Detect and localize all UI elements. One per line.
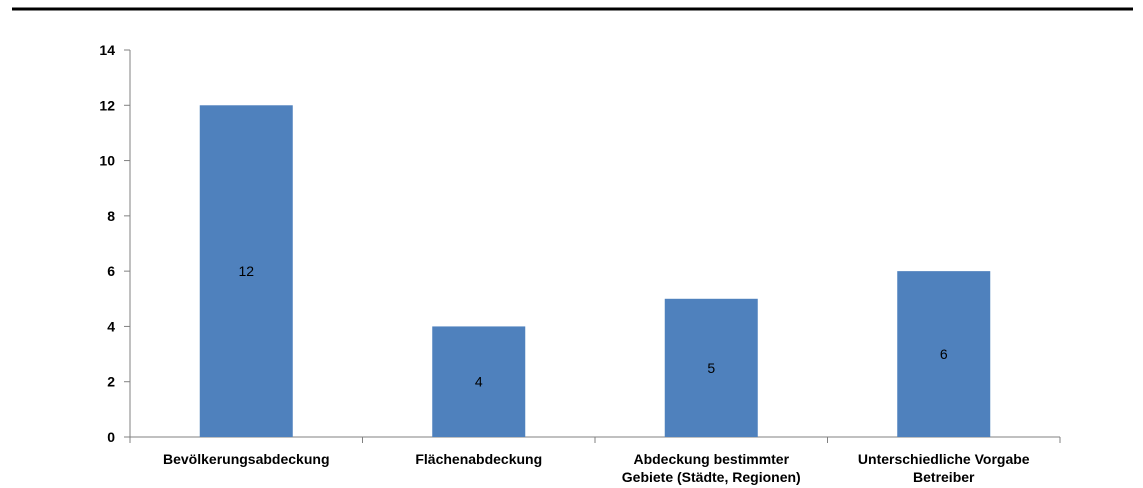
x-category-label-line: Gebiete (Städte, Regionen)	[622, 469, 801, 485]
y-tick-label: 12	[99, 97, 115, 113]
x-category-label-line: Betreiber	[913, 469, 975, 485]
x-category-label: Flächenabdeckung	[415, 451, 542, 467]
x-category-label: Bevölkerungsabdeckung	[163, 451, 330, 467]
x-category-label: Unterschiedliche Vorgabe Betreiber	[858, 451, 1030, 485]
data-label: 4	[475, 374, 483, 390]
bar	[897, 271, 991, 437]
y-axis: 0 2 4 6 8 10 12 14	[99, 42, 131, 445]
x-category-label-line: Bevölkerungsabdeckung	[163, 451, 330, 467]
x-category-label-line: Flächenabdeckung	[415, 451, 542, 467]
y-tick-label: 2	[107, 374, 115, 390]
bars	[199, 105, 991, 438]
data-label: 6	[940, 346, 948, 362]
data-label: 12	[238, 263, 254, 279]
x-axis	[129, 436, 1061, 443]
y-tick-label: 8	[107, 208, 115, 224]
bar	[199, 105, 293, 438]
data-labels: 12 4 5 6	[238, 263, 947, 390]
x-category-label-line: Abdeckung bestimmter	[633, 451, 789, 467]
category-labels: Bevölkerungsabdeckung Flächenabdeckung Abd…	[163, 451, 1030, 485]
bar	[664, 298, 758, 437]
y-tick-label: 10	[99, 153, 115, 169]
y-tick-label: 0	[107, 429, 115, 445]
x-category-label-line: Unterschiedliche Vorgabe	[858, 451, 1030, 467]
x-category-label: Abdeckung bestimmter Gebiete (Städte, Reg…	[622, 451, 801, 485]
data-label: 5	[707, 360, 715, 376]
y-tick-label: 6	[107, 263, 115, 279]
y-tick-label: 4	[107, 318, 115, 334]
bar	[432, 326, 526, 437]
y-tick-label: 14	[99, 42, 115, 58]
